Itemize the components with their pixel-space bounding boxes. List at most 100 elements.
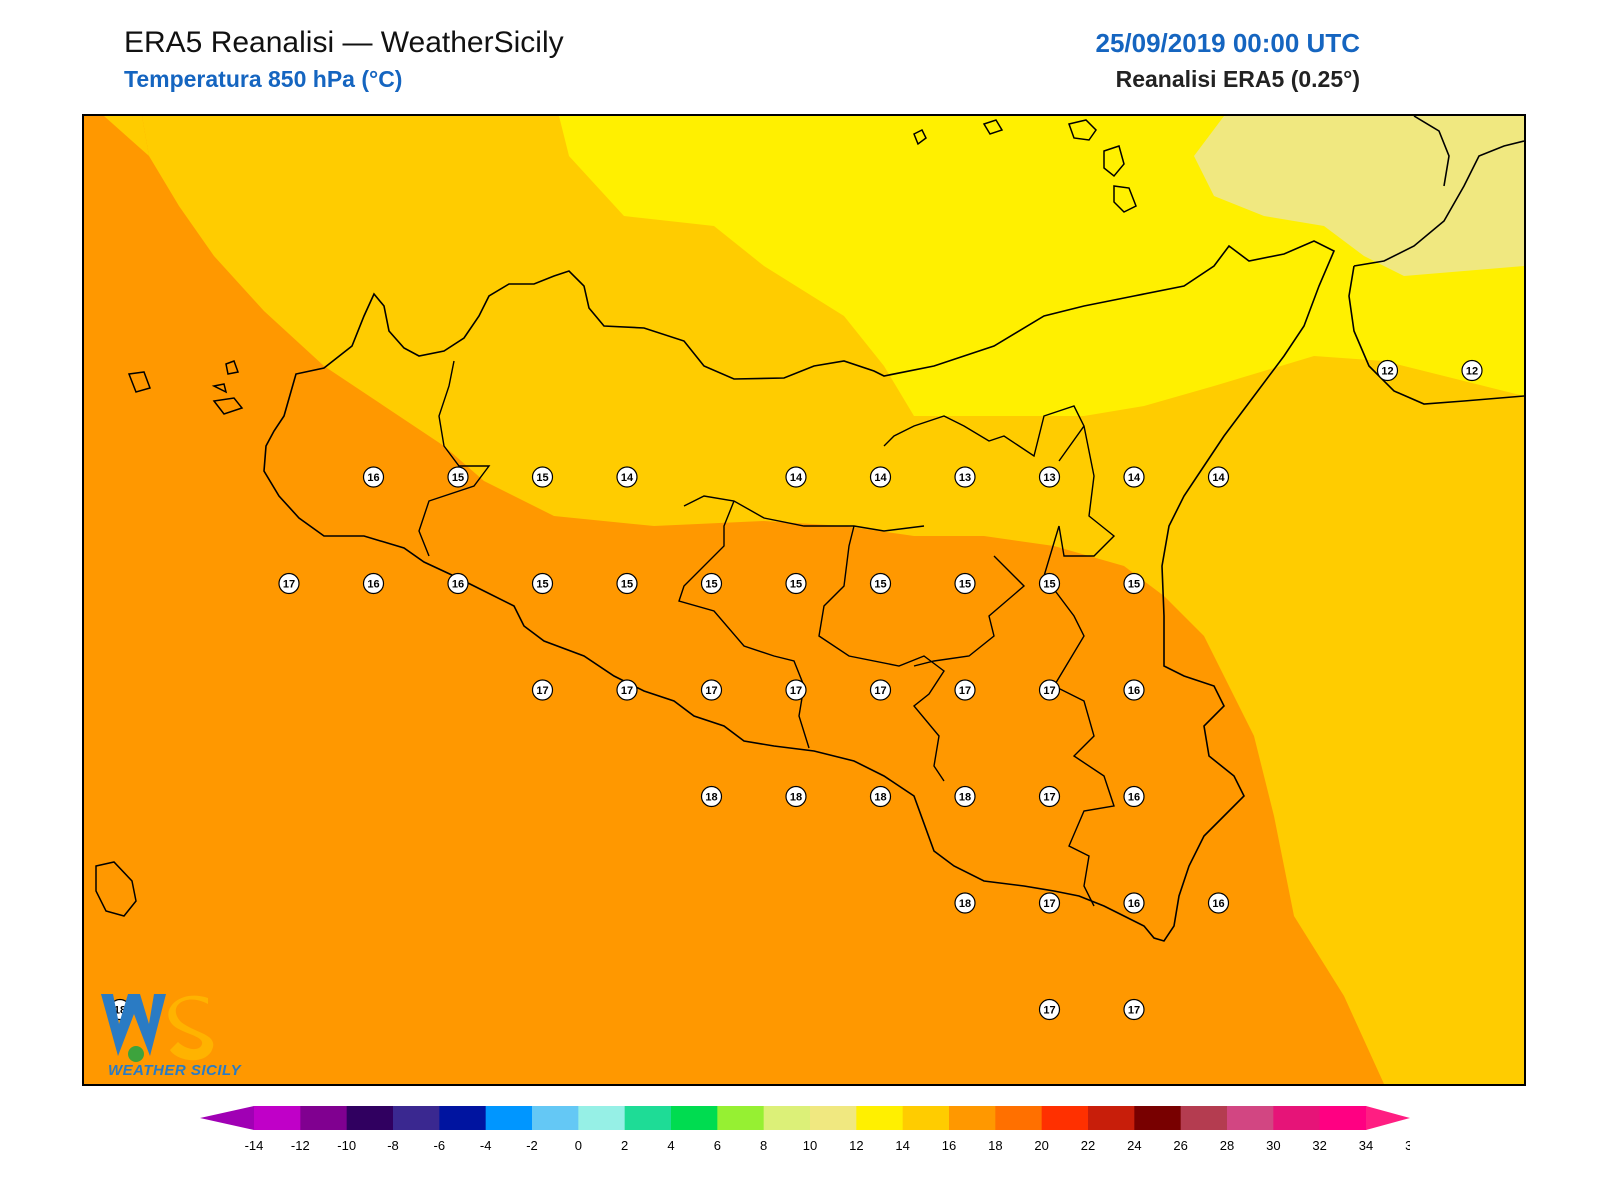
station-marker[interactable]: 12 — [1376, 359, 1399, 382]
station-circle — [954, 679, 976, 701]
station-circle — [869, 466, 892, 488]
station-marker[interactable]: 13 — [954, 466, 976, 488]
station-marker[interactable]: 15 — [869, 572, 892, 595]
station-circle — [954, 892, 976, 914]
band-12 — [1194, 116, 1524, 276]
station-circle — [531, 572, 554, 595]
station-value: 16 — [367, 472, 379, 484]
station-marker[interactable]: 16 — [362, 466, 385, 488]
station-value: 16 — [1212, 898, 1224, 910]
station-circle — [1376, 359, 1399, 382]
station-circle — [1123, 466, 1145, 488]
station-value: 16 — [1128, 685, 1140, 697]
station-marker[interactable]: 17 — [700, 679, 723, 701]
station-value: 17 — [1043, 1005, 1055, 1017]
colorbar-tick-label: 26 — [1173, 1138, 1187, 1153]
station-marker[interactable]: 12 — [1461, 359, 1483, 382]
station-value: 18 — [790, 792, 802, 804]
station-value: 17 — [1043, 685, 1055, 697]
colorbar-cell — [671, 1106, 718, 1130]
station-marker[interactable]: 17 — [1123, 998, 1145, 1021]
station-marker[interactable]: 15 — [700, 572, 723, 595]
colorbar-tick-label: 24 — [1127, 1138, 1141, 1153]
station-marker[interactable]: 17 — [954, 679, 976, 701]
station-value: 15 — [790, 579, 802, 591]
colorbar-cell — [1319, 1106, 1367, 1130]
station-marker[interactable]: 17 — [1038, 998, 1061, 1021]
station-marker[interactable]: 15 — [1123, 572, 1145, 595]
station-marker[interactable]: 14 — [616, 466, 638, 488]
colorbar-tick-label: 6 — [714, 1138, 721, 1153]
temperature-map[interactable]: 12 12 16 15 15 14 14 14 13 13 14 14 17 16 16 15 15 15 15 15… — [82, 114, 1526, 1086]
station-marker[interactable]: 18 — [954, 892, 976, 914]
station-marker[interactable]: 16 — [1123, 679, 1145, 701]
station-marker[interactable]: 15 — [531, 572, 554, 595]
station-marker[interactable]: 15 — [616, 572, 638, 595]
station-value: 16 — [367, 579, 379, 591]
station-circle — [1207, 892, 1230, 914]
station-marker[interactable]: 17 — [616, 679, 638, 701]
station-circle — [531, 679, 554, 701]
colorbar-cell — [810, 1106, 857, 1130]
colorbar-tick-label: 12 — [849, 1138, 863, 1153]
station-marker[interactable]: 14 — [869, 466, 892, 488]
station-circle — [1038, 572, 1061, 595]
station-marker[interactable]: 15 — [785, 572, 807, 595]
station-circle — [362, 572, 385, 595]
station-marker[interactable]: 17 — [1038, 892, 1061, 914]
station-value: 16 — [1128, 898, 1140, 910]
colorbar-tick-label: -14 — [245, 1138, 264, 1153]
station-marker[interactable]: 18 — [869, 785, 892, 808]
colorbar-cell — [949, 1106, 996, 1130]
colorbar-cell — [1088, 1106, 1135, 1130]
station-marker[interactable]: 17 — [531, 679, 554, 701]
station-marker[interactable]: 17 — [785, 679, 807, 701]
station-value: 15 — [705, 579, 717, 591]
station-marker[interactable]: 18 — [785, 785, 807, 808]
station-marker[interactable]: 16 — [1123, 785, 1145, 808]
station-marker[interactable]: 17 — [1038, 679, 1061, 701]
station-value: 17 — [1043, 792, 1055, 804]
map-subtitle: Temperatura 850 hPa (°C) — [124, 66, 403, 92]
station-marker[interactable]: 16 — [1123, 892, 1145, 914]
colorbar-tick-label: 20 — [1034, 1138, 1048, 1153]
station-circle — [785, 572, 807, 595]
aeolian-islands — [913, 119, 1137, 213]
station-marker[interactable]: 17 — [869, 679, 892, 701]
colorbar-cell — [346, 1106, 394, 1130]
station-marker[interactable]: 16 — [1207, 892, 1230, 914]
station-marker[interactable]: 15 — [1038, 572, 1061, 595]
colorbar-cell — [393, 1106, 440, 1130]
station-marker[interactable]: 14 — [785, 466, 807, 488]
pantelleria-island — [95, 861, 137, 917]
map-title: ERA5 Reanalisi — WeatherSicily — [124, 26, 564, 59]
station-marker[interactable]: 15 — [954, 572, 976, 595]
station-marker[interactable]: 15 — [447, 466, 469, 488]
station-marker[interactable]: 17 — [1038, 785, 1061, 808]
colorbar-cell — [717, 1106, 765, 1130]
colorbar-max-arrow — [1366, 1106, 1410, 1130]
station-circle — [1461, 359, 1483, 382]
station-marker[interactable]: 18 — [954, 785, 976, 808]
station-marker[interactable]: 18 — [700, 785, 723, 808]
station-circle — [954, 466, 976, 488]
colorbar-tick-label: 18 — [988, 1138, 1002, 1153]
station-marker[interactable]: 16 — [447, 572, 469, 595]
station-marker[interactable]: 14 — [1207, 466, 1230, 488]
station-value: 17 — [705, 685, 717, 697]
colorbar-tick-label: 14 — [895, 1138, 909, 1153]
station-marker[interactable]: 16 — [362, 572, 385, 595]
colorbar-cell — [485, 1106, 533, 1130]
station-circle — [1123, 572, 1145, 595]
station-marker[interactable]: 17 — [278, 572, 300, 595]
station-marker[interactable]: 15 — [531, 466, 554, 488]
band-16-west — [84, 116, 149, 156]
station-value: 15 — [536, 472, 548, 484]
station-marker[interactable]: 14 — [1123, 466, 1145, 488]
station-value: 17 — [536, 685, 548, 697]
colorbar-cell — [578, 1106, 626, 1130]
colorbar-tick-label: 30 — [1266, 1138, 1280, 1153]
province-boundaries — [418, 360, 1116, 907]
station-marker[interactable]: 13 — [1038, 466, 1061, 488]
station-value: 17 — [874, 685, 886, 697]
